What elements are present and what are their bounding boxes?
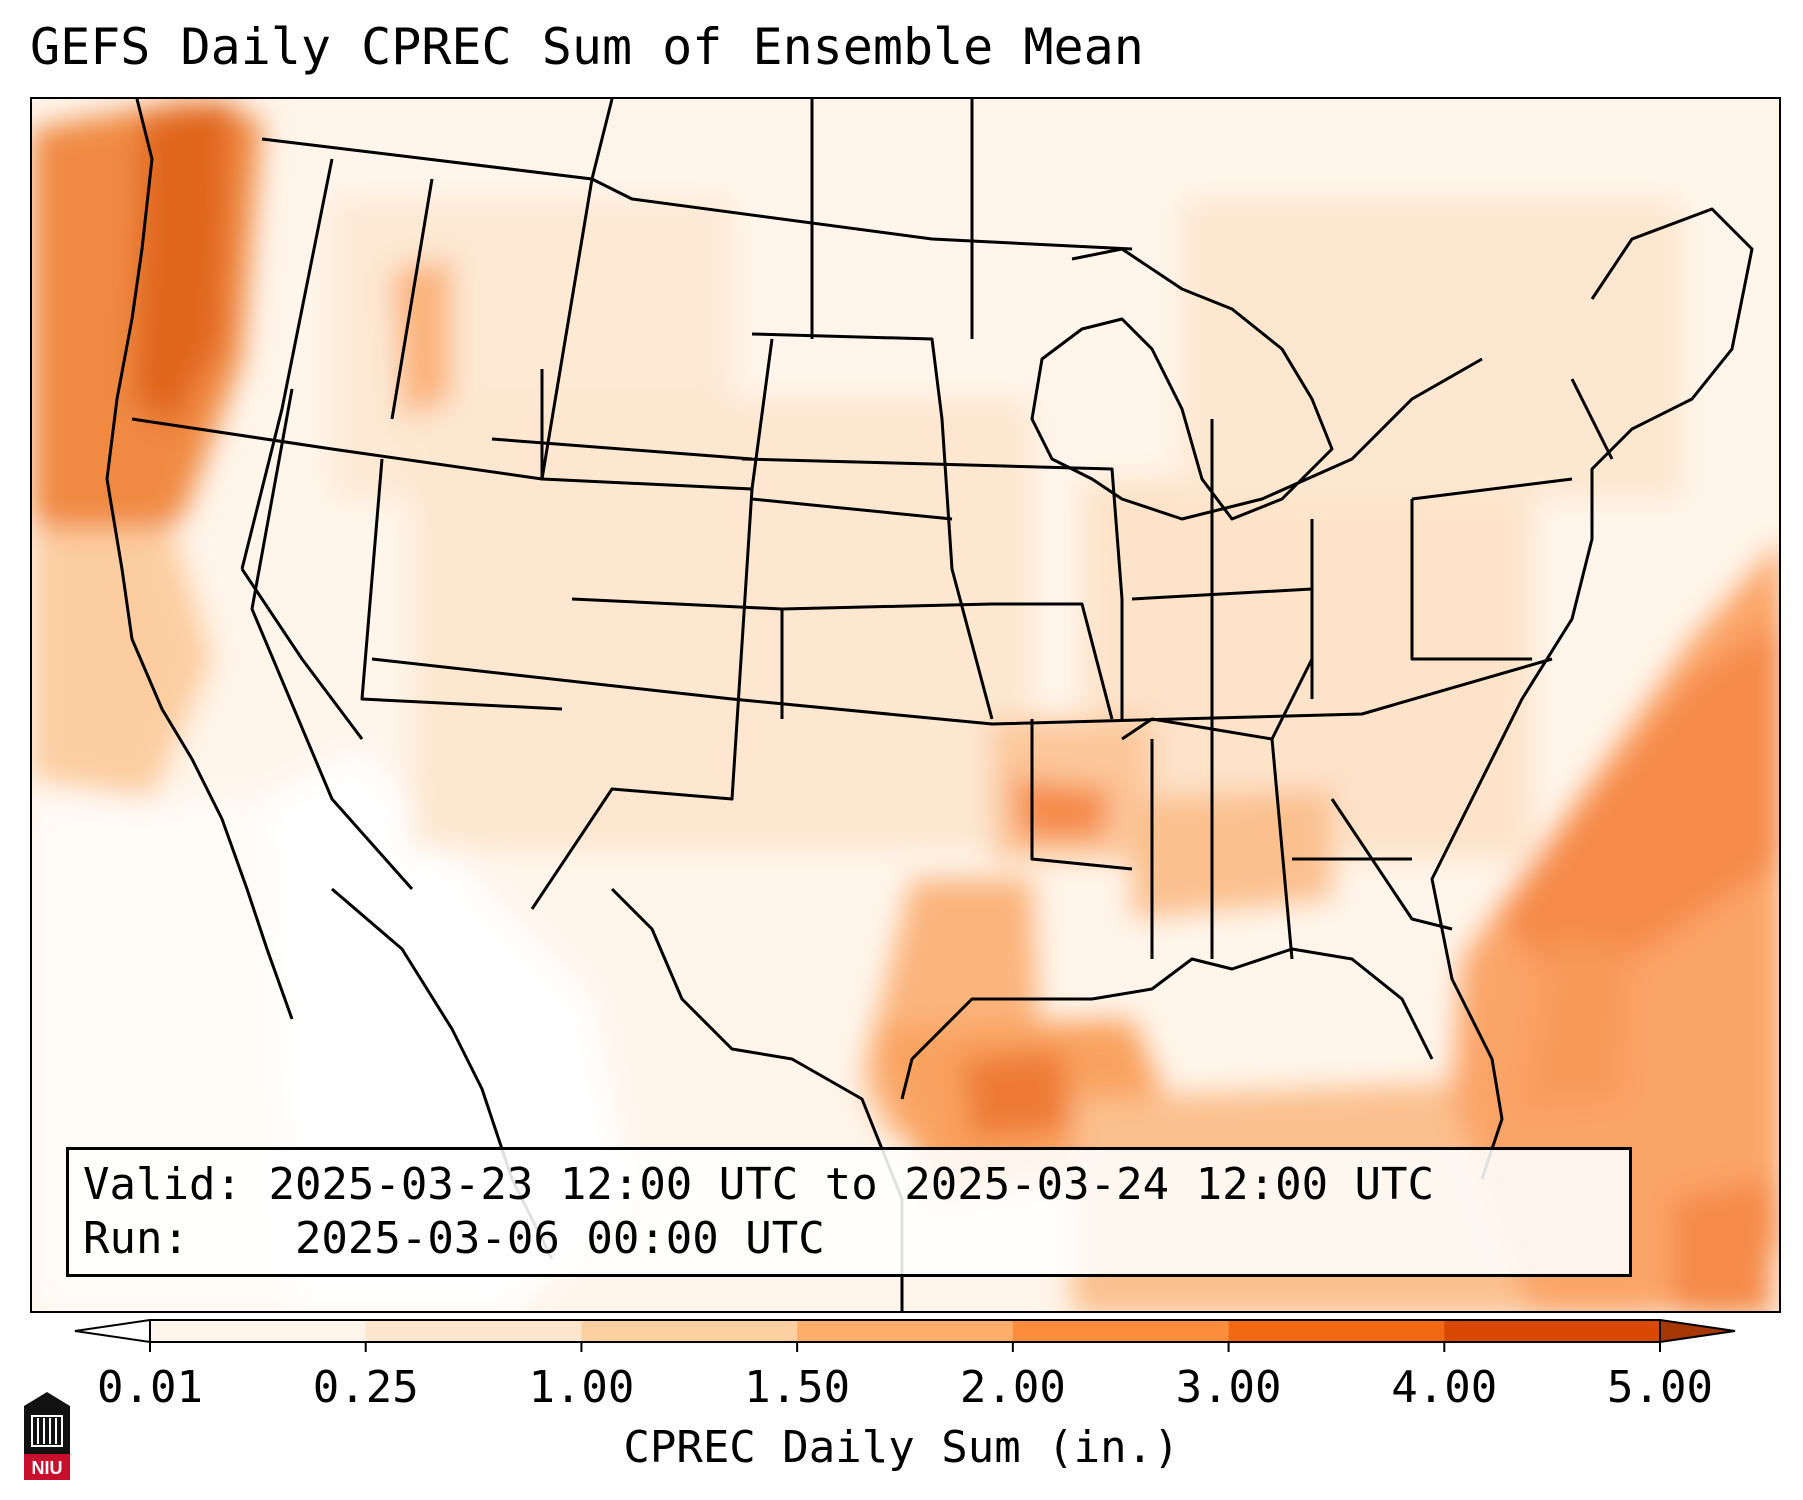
colorbar-tick-label: 4.00 — [1391, 1362, 1498, 1413]
colorbar — [74, 1318, 1736, 1352]
precipitation-map[interactable] — [30, 97, 1781, 1313]
colorbar-segment — [365, 1320, 582, 1342]
run-label: Run: — [83, 1213, 189, 1264]
colorbar-label: CPREC Daily Sum (in.) — [623, 1422, 1180, 1473]
map-canvas — [32, 99, 1779, 1311]
colorbar-segment — [581, 1320, 798, 1342]
valid-label: Valid: — [83, 1159, 242, 1210]
state-boundaries — [105, 99, 1754, 1311]
colorbar-segments — [74, 1318, 1736, 1344]
colorbar-extend-max — [1659, 1318, 1736, 1344]
colorbar-tick-label: 0.25 — [312, 1362, 419, 1413]
colorbar-tick-label: 5.00 — [1607, 1362, 1713, 1413]
colorbar-segment — [797, 1320, 1014, 1342]
run-value: 2025-03-06 00:00 UTC — [294, 1213, 825, 1264]
colorbar-ticks — [149, 1342, 1661, 1352]
valid-run-info-box: Valid: 2025-03-23 12:00 UTC to 2025-03-2… — [66, 1147, 1632, 1277]
colorbar-tick-label: 0.01 — [97, 1362, 203, 1413]
colorbar-tick-label: 2.00 — [959, 1362, 1066, 1413]
colorbar-segment — [150, 1320, 367, 1342]
colorbar-segment — [1228, 1320, 1445, 1342]
colorbar-segment — [1012, 1320, 1230, 1342]
colorbar-tick-label: 1.50 — [744, 1362, 851, 1413]
colorbar-outline — [149, 1319, 1661, 1343]
colorbar-tick-label: 3.00 — [1175, 1362, 1282, 1413]
niu-logo: NIU — [24, 1392, 70, 1480]
colorbar-extend-min — [74, 1318, 151, 1344]
niu-logo-text: NIU — [32, 1458, 63, 1478]
colorbar-tick-label: 1.00 — [528, 1362, 635, 1413]
map-title: GEFS Daily CPREC Sum of Ensemble Mean — [30, 18, 1144, 76]
colorbar-segment — [1444, 1320, 1661, 1342]
valid-value: 2025-03-23 12:00 UTC to 2025-03-24 12:00… — [268, 1159, 1435, 1210]
